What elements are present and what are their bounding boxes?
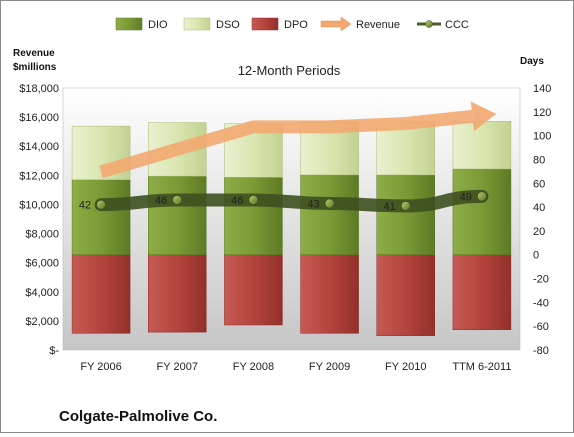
left-tick-label: $16,000 <box>19 112 59 124</box>
bar-dpo <box>148 254 207 333</box>
right-tick-label: -60 <box>533 321 549 333</box>
bar-dio <box>71 179 131 255</box>
bar-dio <box>148 175 207 255</box>
legend: DIO DSO DPO Revenue CCC <box>115 16 469 32</box>
legend-label-revenue: Revenue <box>356 19 400 31</box>
legend-label-ccc: CCC <box>445 19 469 31</box>
left-tick-label: $10,000 <box>19 199 59 211</box>
bar-dso <box>452 121 512 170</box>
bar-dio <box>376 174 435 255</box>
bar-dpo <box>300 254 359 334</box>
ccc-point <box>172 195 183 205</box>
right-axis-label: Days <box>520 56 544 67</box>
right-tick-label: 0 <box>533 250 539 262</box>
category-label: FY 2007 <box>157 361 198 373</box>
ccc-point <box>248 195 259 205</box>
right-axis: -80 -60 -40 -20 0 20 40 60 80 100 120 140 <box>533 83 551 357</box>
ccc-data-label: 46 <box>155 195 167 207</box>
ccc-line <box>94 189 489 213</box>
right-tick-label: 100 <box>533 131 551 143</box>
left-axis: $- $2,000 $4,000 $6,000 $8,000 $10,000 $12,000… <box>19 83 59 357</box>
left-tick-label: $2,000 <box>25 316 59 328</box>
left-tick-label: $- <box>49 345 59 357</box>
category-label: FY 2008 <box>233 361 274 373</box>
category-label: FY 2006 <box>80 361 121 373</box>
bar-dpo <box>376 254 435 336</box>
left-tick-label: $18,000 <box>19 83 59 95</box>
legend-item-dio: DIO <box>115 17 168 31</box>
left-tick-label: $12,000 <box>19 170 59 182</box>
right-tick-label: 120 <box>533 107 551 119</box>
right-tick-label: 60 <box>533 178 545 190</box>
revenue-arrowhead <box>470 101 497 132</box>
left-axis-label-line-2: $millions <box>13 62 57 73</box>
right-tick-label: -20 <box>533 274 549 286</box>
ccc-data-label: 49 <box>460 191 472 203</box>
bar-dio <box>224 177 283 255</box>
left-tick-label: $8,000 <box>25 229 59 241</box>
ccc-point <box>324 198 335 209</box>
left-tick-label: $6,000 <box>25 258 59 270</box>
revenue-series <box>99 101 497 179</box>
legend-item-revenue: Revenue <box>320 16 400 32</box>
ccc-series: 42 46 46 43 41 49 <box>79 189 489 213</box>
ccc-data-label: 43 <box>307 199 319 211</box>
ccc-data-label: 41 <box>384 201 396 213</box>
ccc-point <box>400 201 411 211</box>
right-tick-label: 40 <box>533 202 545 214</box>
legend-item-dso: DSO <box>183 17 240 31</box>
chart-title: 12-Month Periods <box>238 63 341 78</box>
legend-label-dio: DIO <box>148 19 168 31</box>
legend-label-dpo: DPO <box>284 19 308 31</box>
company-name: Colgate-Palmolive Co. <box>59 408 217 425</box>
ccc-point <box>477 191 487 202</box>
ccc-data-label: 42 <box>79 200 91 212</box>
x-axis: FY 2006 FY 2007 FY 2008 FY 2009 FY 2010 TTM 6… <box>80 361 511 373</box>
category-label: TTM 6-2011 <box>452 361 511 373</box>
bar-dpo <box>71 254 131 334</box>
right-tick-label: -40 <box>533 297 549 309</box>
left-tick-label: $4,000 <box>25 287 59 299</box>
right-tick-label: 80 <box>533 154 545 166</box>
ccc-point <box>96 199 106 210</box>
revenue-line <box>99 109 474 179</box>
bar-dio <box>452 168 512 255</box>
legend-item-ccc: CCC <box>417 19 469 31</box>
bars <box>71 121 512 336</box>
ccc-data-label: 46 <box>231 195 243 207</box>
left-tick-label: $14,000 <box>19 141 59 153</box>
bar-dpo <box>452 254 512 331</box>
legend-item-dpo: DPO <box>251 17 308 31</box>
category-label: FY 2010 <box>385 361 426 373</box>
legend-label-dso: DSO <box>216 19 240 31</box>
left-axis-label-line-1: Revenue <box>13 48 55 59</box>
bar-dio <box>300 174 359 255</box>
bar-dpo <box>224 254 283 326</box>
category-label: FY 2009 <box>309 361 350 373</box>
right-tick-label: -80 <box>533 345 549 357</box>
right-tick-label: 140 <box>533 83 551 95</box>
right-tick-label: 20 <box>533 226 545 238</box>
